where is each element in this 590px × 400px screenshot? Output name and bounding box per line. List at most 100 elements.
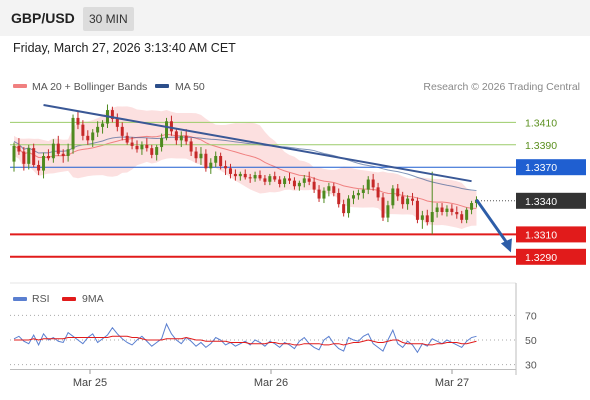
candle (381, 197, 385, 218)
candle (12, 145, 16, 162)
ma20-line (13, 133, 477, 209)
candle (184, 135, 188, 142)
candle (101, 123, 105, 127)
candle (351, 195, 355, 199)
candle (420, 215, 424, 220)
ma20-legend-swatch (13, 84, 27, 88)
last-price-label: 1.3340 (525, 196, 557, 208)
candle (22, 151, 26, 164)
candle (312, 181, 316, 190)
candle (76, 117, 80, 125)
candle (71, 117, 75, 150)
candle (391, 188, 395, 206)
ma9-legend-label: 9MA (82, 293, 104, 305)
x-tick-label: Mar 26 (254, 377, 288, 389)
candle (455, 212, 459, 215)
candle (263, 178, 267, 182)
currency-pair-title: GBP/USD (11, 10, 75, 26)
support-label: 1.3290 (525, 252, 557, 264)
candle (411, 198, 415, 201)
chart-datetime: Friday, March 27, 2026 3:13:40 AM CET (13, 41, 236, 55)
candle (37, 164, 41, 171)
candle (445, 208, 449, 212)
candle (430, 212, 434, 223)
candle (204, 153, 208, 169)
candle (224, 166, 228, 169)
candle (110, 110, 114, 120)
candle (406, 198, 410, 205)
ma9-legend-swatch (62, 297, 76, 301)
candle (214, 156, 218, 163)
candle (155, 147, 159, 155)
candle (233, 173, 237, 177)
candle (115, 119, 119, 127)
rsi-tick-label: 50 (525, 335, 537, 347)
rsi-legend: RSI 9MA (13, 293, 104, 305)
candle (140, 144, 144, 150)
candle (91, 132, 95, 141)
candle (32, 148, 36, 165)
candle (86, 135, 90, 141)
candle (243, 173, 247, 178)
candle (209, 162, 213, 169)
candle (56, 143, 60, 154)
candle (248, 177, 252, 179)
candle (297, 182, 301, 187)
projection-arrow-shaft (475, 198, 510, 246)
target-label: 1.3410 (525, 117, 557, 129)
candle (322, 190, 326, 199)
candle (258, 175, 262, 179)
candle (371, 179, 375, 188)
candle (145, 144, 149, 149)
last-price-box (516, 192, 586, 209)
header-bar: GBP/USD 30 MIN (0, 0, 590, 36)
candle (120, 126, 124, 136)
candle (135, 145, 139, 150)
candle (356, 192, 360, 196)
candle (327, 186, 331, 191)
main-legend: MA 20 + Bollinger Bands MA 50 Research ©… (13, 81, 580, 93)
candle (465, 209, 469, 220)
candle (17, 145, 21, 152)
candle (361, 189, 365, 193)
candle (273, 176, 277, 180)
rsi-ma9-line (14, 335, 477, 346)
candle (268, 176, 272, 182)
candle (366, 179, 370, 190)
candle (460, 214, 464, 220)
candle (288, 178, 292, 181)
candle (61, 153, 65, 156)
candle (96, 126, 100, 133)
candle (150, 148, 154, 155)
x-tick-label: Mar 25 (73, 377, 107, 389)
candle (51, 143, 55, 159)
candle (174, 131, 178, 141)
candle (396, 188, 400, 197)
ma20-legend-label: MA 20 + Bollinger Bands (32, 81, 147, 93)
timeframe-badge[interactable]: 30 MIN (83, 7, 134, 31)
candle (317, 189, 321, 199)
support-box (516, 226, 586, 243)
ma50-legend-label: MA 50 (175, 81, 205, 93)
rsi-tick-label: 70 (525, 310, 537, 322)
candle (302, 178, 306, 183)
candle (179, 135, 183, 141)
candle (470, 203, 474, 210)
candle (425, 215, 429, 223)
rsi-tick-label: 30 (525, 360, 537, 372)
candle (219, 156, 223, 167)
candle (307, 178, 311, 182)
candle (189, 141, 193, 152)
support-box (516, 248, 586, 265)
candle (283, 178, 287, 184)
rsi-line (13, 322, 477, 354)
ma50-legend-swatch (155, 84, 169, 88)
research-credit: Research © 2026 Trading Central (423, 81, 580, 93)
candle (435, 207, 439, 212)
candle (125, 135, 129, 143)
candle (46, 156, 50, 159)
candle (415, 200, 419, 220)
candle (165, 121, 169, 139)
candle (253, 175, 257, 179)
